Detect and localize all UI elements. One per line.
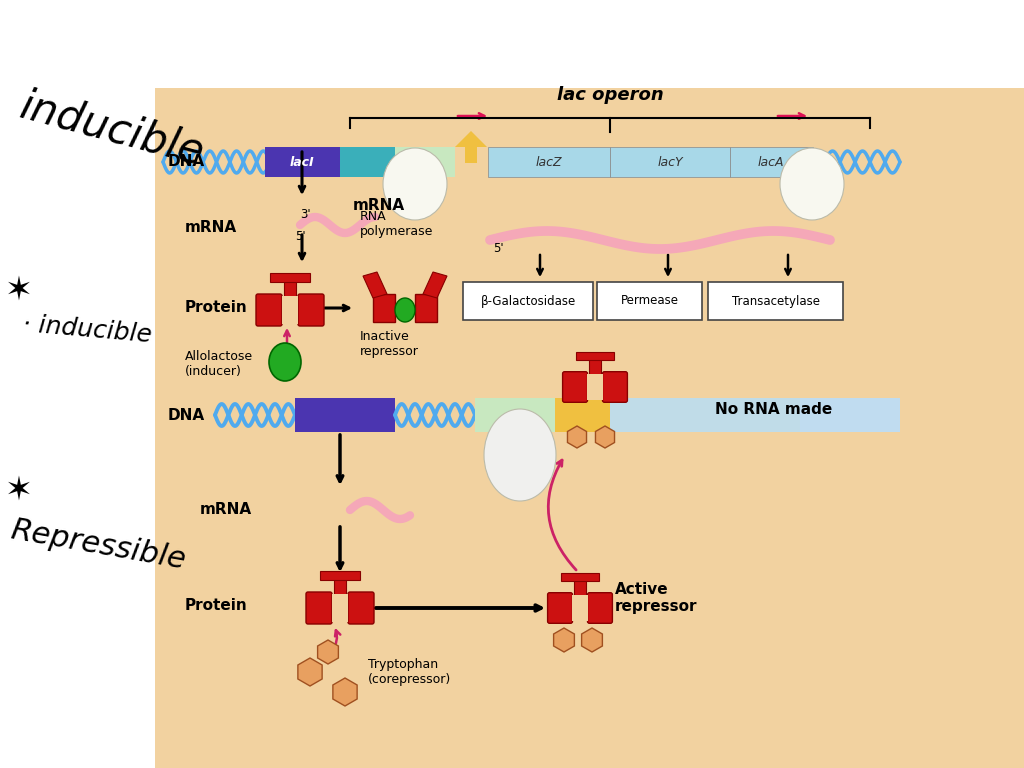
- Bar: [574, 580, 586, 597]
- Text: ✶: ✶: [5, 474, 33, 507]
- Ellipse shape: [383, 148, 447, 220]
- Text: · inducible: · inducible: [22, 313, 154, 348]
- FancyBboxPatch shape: [562, 372, 588, 402]
- Text: DNA: DNA: [168, 154, 205, 170]
- Polygon shape: [415, 294, 437, 322]
- FancyBboxPatch shape: [256, 294, 282, 326]
- Text: Inactive
repressor: Inactive repressor: [360, 330, 419, 358]
- Text: 5': 5': [295, 230, 305, 243]
- Bar: [282, 296, 298, 324]
- Text: No RNA made: No RNA made: [715, 402, 833, 418]
- Polygon shape: [373, 294, 395, 322]
- Text: lac operon: lac operon: [557, 86, 664, 104]
- Text: Active
repressor: Active repressor: [615, 582, 697, 614]
- Ellipse shape: [395, 298, 415, 322]
- Bar: [334, 578, 346, 596]
- Bar: [680, 398, 800, 432]
- FancyBboxPatch shape: [602, 372, 628, 402]
- Text: DNA: DNA: [168, 408, 205, 422]
- Bar: [155, 88, 1024, 390]
- Text: Allolactose
(inducer): Allolactose (inducer): [185, 350, 253, 378]
- Bar: [589, 359, 601, 376]
- Bar: [319, 571, 360, 580]
- Text: Repressible: Repressible: [8, 515, 187, 574]
- Bar: [295, 398, 395, 432]
- Polygon shape: [298, 658, 323, 686]
- FancyBboxPatch shape: [548, 593, 572, 624]
- Bar: [395, 147, 455, 177]
- Text: Tryptophan
(corepressor): Tryptophan (corepressor): [368, 658, 452, 686]
- Bar: [155, 390, 1024, 768]
- Bar: [572, 594, 588, 621]
- Text: RNA
polymerase: RNA polymerase: [360, 210, 433, 238]
- Text: lacY: lacY: [657, 155, 683, 168]
- Bar: [463, 282, 593, 320]
- Bar: [730, 147, 813, 177]
- Polygon shape: [567, 426, 587, 448]
- Polygon shape: [554, 628, 574, 652]
- Text: Permease: Permease: [621, 294, 679, 307]
- Bar: [332, 594, 348, 622]
- Polygon shape: [582, 628, 602, 652]
- Bar: [270, 273, 310, 282]
- Text: lacA: lacA: [758, 155, 784, 168]
- Text: inducible: inducible: [15, 85, 208, 174]
- FancyBboxPatch shape: [298, 294, 324, 326]
- Bar: [284, 280, 296, 298]
- Text: β-Galactosidase: β-Galactosidase: [480, 294, 575, 307]
- Bar: [708, 282, 843, 320]
- Text: 5': 5': [493, 242, 504, 255]
- Ellipse shape: [780, 148, 844, 220]
- Text: Protein: Protein: [185, 598, 248, 613]
- Bar: [610, 398, 680, 432]
- Text: mRNA: mRNA: [200, 502, 252, 518]
- Bar: [597, 282, 702, 320]
- Polygon shape: [455, 131, 487, 163]
- Ellipse shape: [269, 343, 301, 381]
- Text: lacI: lacI: [290, 155, 314, 168]
- Bar: [475, 398, 555, 432]
- Text: ✶: ✶: [5, 273, 33, 306]
- Bar: [575, 352, 614, 360]
- FancyBboxPatch shape: [306, 592, 332, 624]
- Bar: [561, 573, 599, 581]
- Bar: [800, 398, 900, 432]
- Text: lacZ: lacZ: [536, 155, 562, 168]
- Bar: [340, 147, 395, 177]
- Text: mRNA: mRNA: [353, 197, 406, 213]
- Bar: [588, 374, 602, 400]
- Polygon shape: [362, 272, 387, 298]
- Polygon shape: [596, 426, 614, 448]
- Text: Transacetylase: Transacetylase: [731, 294, 819, 307]
- Polygon shape: [423, 272, 447, 298]
- Bar: [610, 147, 730, 177]
- Text: Protein: Protein: [185, 300, 248, 316]
- Bar: [265, 147, 340, 177]
- FancyBboxPatch shape: [348, 592, 374, 624]
- Polygon shape: [333, 678, 357, 706]
- Bar: [555, 398, 610, 432]
- Text: 3': 3': [300, 208, 310, 221]
- Polygon shape: [317, 640, 338, 664]
- Text: mRNA: mRNA: [185, 220, 238, 236]
- FancyBboxPatch shape: [588, 593, 612, 624]
- Ellipse shape: [484, 409, 556, 501]
- Bar: [488, 147, 610, 177]
